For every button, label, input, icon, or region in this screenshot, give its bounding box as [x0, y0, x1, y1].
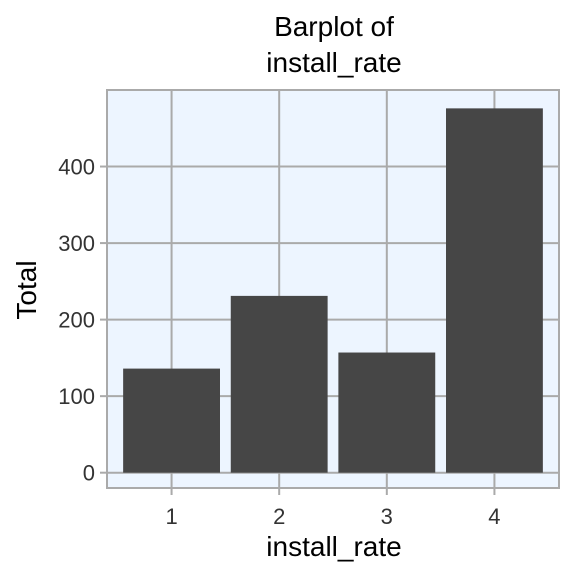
chart-title-line-1: Barplot of	[274, 11, 394, 42]
x-tick-label-4: 4	[488, 504, 500, 529]
chart-title-line-2: install_rate	[266, 47, 401, 78]
x-tick-label-3: 3	[381, 504, 393, 529]
plot-border	[106, 89, 560, 489]
x-tick-label-2: 2	[273, 504, 285, 529]
x-tick-labels: 1 2 3 4	[165, 488, 501, 529]
y-axis-title: Total	[11, 260, 42, 319]
bar-3	[338, 352, 436, 473]
bar-1	[123, 368, 220, 473]
bars	[123, 108, 543, 473]
y-tick-label-2: 200	[58, 308, 95, 333]
y-tick-label-3: 300	[58, 231, 95, 256]
y-tick-label-0: 0	[83, 461, 95, 486]
y-tick-labels: 0 100 200 300 400	[58, 155, 107, 486]
x-tick-label-1: 1	[165, 504, 177, 529]
x-axis-title: install_rate	[266, 531, 401, 562]
bar-4	[446, 108, 543, 473]
y-tick-label-4: 400	[58, 155, 95, 180]
y-tick-label-1: 100	[58, 384, 95, 409]
bar-2	[230, 295, 328, 473]
